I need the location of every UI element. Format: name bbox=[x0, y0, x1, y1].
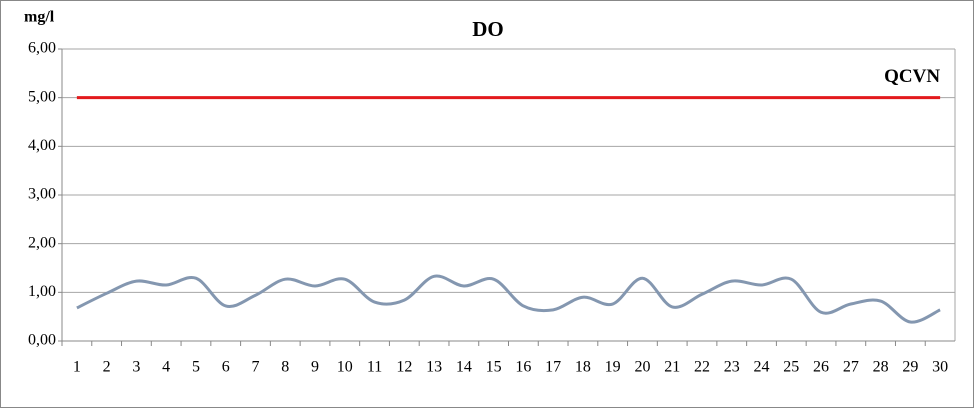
y-tick-label: 5,00 bbox=[28, 88, 56, 105]
x-tick-label: 16 bbox=[515, 359, 531, 376]
y-tick-label: 1,00 bbox=[28, 283, 56, 300]
chart-title: DO bbox=[472, 17, 504, 41]
x-tick-label: 9 bbox=[311, 359, 319, 376]
x-tick-label: 1 bbox=[73, 359, 81, 376]
y-axis-label: mg/l bbox=[24, 9, 55, 26]
y-tick-label: 3,00 bbox=[28, 186, 56, 203]
x-tick-label: 13 bbox=[426, 359, 442, 376]
x-tick-label: 3 bbox=[132, 359, 140, 376]
y-tick-label: 0,00 bbox=[28, 332, 56, 349]
x-tick-label: 22 bbox=[694, 359, 710, 376]
x-tick-label: 23 bbox=[724, 359, 740, 376]
x-tick-label: 2 bbox=[103, 359, 111, 376]
x-tick-label: 4 bbox=[162, 359, 170, 376]
x-tick-label: 19 bbox=[605, 359, 621, 376]
x-tick-label: 17 bbox=[545, 359, 561, 376]
x-tick-label: 30 bbox=[932, 359, 948, 376]
x-tick-label: 28 bbox=[873, 359, 889, 376]
series-label: QCVN bbox=[884, 66, 940, 87]
line-series bbox=[76, 274, 941, 324]
x-tick-label: 18 bbox=[575, 359, 591, 376]
x-tick-label: 8 bbox=[281, 359, 289, 376]
x-tick-label: 15 bbox=[486, 359, 502, 376]
x-tick-label: 24 bbox=[754, 359, 770, 376]
x-tick-label: 21 bbox=[664, 359, 680, 376]
x-tick-label: 27 bbox=[843, 359, 859, 376]
y-tick-label: 6,00 bbox=[28, 40, 56, 57]
x-tick-label: 26 bbox=[813, 359, 829, 376]
x-tick-label: 29 bbox=[902, 359, 918, 376]
x-tick-label: 7 bbox=[251, 359, 259, 376]
x-tick-label: 11 bbox=[367, 359, 382, 376]
x-tick-label: 6 bbox=[222, 359, 230, 376]
x-tick-label: 25 bbox=[783, 359, 799, 376]
x-tick-label: 5 bbox=[192, 359, 200, 376]
x-tick-label: 12 bbox=[396, 359, 412, 376]
y-tick-label: 4,00 bbox=[28, 137, 56, 154]
x-tick-label: 14 bbox=[456, 359, 472, 376]
x-tick-label: 10 bbox=[337, 359, 353, 376]
y-tick-label: 2,00 bbox=[28, 234, 56, 251]
x-tick-label: 20 bbox=[634, 359, 650, 376]
